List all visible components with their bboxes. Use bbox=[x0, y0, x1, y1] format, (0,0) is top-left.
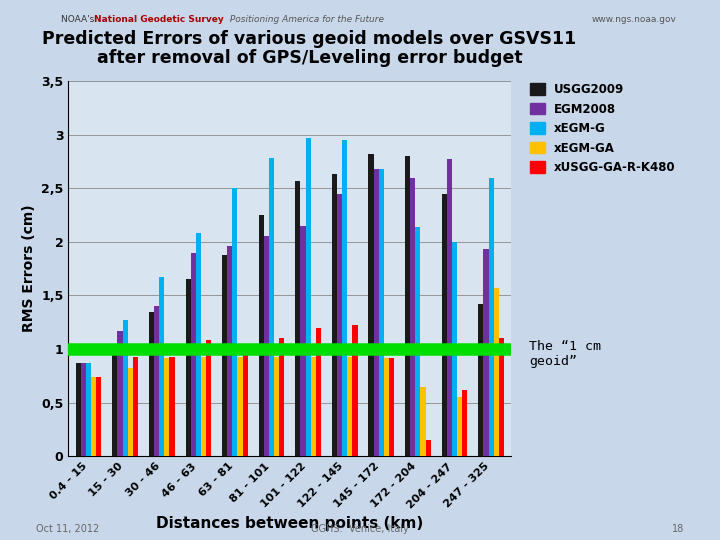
Legend: USGG2009, EGM2008, xEGM-G, xEGM-GA, xUSGG-GA-R-K480: USGG2009, EGM2008, xEGM-G, xEGM-GA, xUSG… bbox=[531, 83, 675, 174]
Bar bbox=[483, 249, 488, 456]
Bar bbox=[127, 368, 132, 456]
Bar bbox=[342, 140, 347, 456]
Bar bbox=[310, 356, 316, 456]
Bar bbox=[132, 356, 138, 456]
Bar bbox=[91, 377, 96, 456]
Bar bbox=[420, 387, 426, 456]
Bar bbox=[405, 156, 410, 456]
Bar bbox=[415, 227, 420, 456]
Bar bbox=[164, 357, 169, 456]
Bar bbox=[201, 356, 206, 456]
Bar bbox=[426, 440, 431, 456]
Bar bbox=[462, 390, 467, 456]
Bar bbox=[269, 158, 274, 456]
Bar bbox=[488, 178, 494, 456]
Bar bbox=[186, 279, 191, 456]
Bar bbox=[76, 363, 81, 456]
Y-axis label: RMS Errors (cm): RMS Errors (cm) bbox=[22, 205, 36, 333]
Bar bbox=[243, 343, 248, 456]
Bar bbox=[300, 226, 305, 456]
Bar bbox=[238, 356, 243, 456]
Text: National Geodetic Survey: National Geodetic Survey bbox=[94, 15, 224, 24]
Bar bbox=[233, 188, 238, 456]
X-axis label: Distances between points (km): Distances between points (km) bbox=[156, 516, 423, 530]
Bar bbox=[122, 320, 127, 456]
Bar bbox=[337, 193, 342, 456]
Bar bbox=[441, 193, 447, 456]
Bar bbox=[196, 233, 201, 456]
Bar bbox=[264, 237, 269, 456]
Bar bbox=[494, 288, 499, 456]
Bar bbox=[452, 242, 457, 456]
Bar bbox=[228, 246, 233, 456]
Bar bbox=[457, 397, 462, 456]
Text: The “1 cm
geoid”: The “1 cm geoid” bbox=[529, 340, 601, 368]
Bar bbox=[159, 277, 164, 456]
Bar bbox=[447, 159, 452, 456]
Bar bbox=[117, 331, 122, 456]
Bar bbox=[274, 356, 279, 456]
Bar bbox=[149, 312, 154, 456]
Bar bbox=[81, 363, 86, 456]
Bar bbox=[206, 341, 211, 456]
Bar bbox=[352, 326, 358, 456]
Text: Predicted Errors of various geoid models over GSVS11: Predicted Errors of various geoid models… bbox=[42, 30, 577, 48]
Bar bbox=[222, 255, 228, 456]
Bar bbox=[347, 356, 352, 456]
Bar bbox=[316, 328, 321, 456]
Bar bbox=[478, 304, 483, 456]
Bar bbox=[379, 169, 384, 456]
Bar bbox=[191, 253, 196, 456]
Bar bbox=[96, 377, 102, 456]
Bar bbox=[389, 357, 394, 456]
Bar bbox=[295, 181, 300, 456]
Bar bbox=[374, 169, 379, 456]
Bar bbox=[258, 215, 264, 456]
Bar bbox=[169, 356, 174, 456]
Bar bbox=[384, 357, 389, 456]
Bar bbox=[499, 339, 504, 456]
Text: after removal of GPS/Leveling error budget: after removal of GPS/Leveling error budg… bbox=[96, 49, 523, 66]
Bar bbox=[154, 306, 159, 456]
Text: 18: 18 bbox=[672, 523, 684, 534]
Text: Positioning America for the Future: Positioning America for the Future bbox=[227, 15, 384, 24]
Bar bbox=[279, 339, 284, 456]
Bar bbox=[410, 178, 415, 456]
Text: Oct 11, 2012: Oct 11, 2012 bbox=[36, 523, 99, 534]
Bar bbox=[112, 349, 117, 456]
Bar bbox=[369, 154, 374, 456]
Text: GGHS:  Venice, Italy: GGHS: Venice, Italy bbox=[311, 523, 409, 534]
Bar bbox=[86, 363, 91, 456]
Bar bbox=[305, 138, 310, 456]
Text: www.ngs.noaa.gov: www.ngs.noaa.gov bbox=[591, 15, 676, 24]
Text: NOAA's: NOAA's bbox=[61, 15, 97, 24]
Bar bbox=[332, 174, 337, 456]
